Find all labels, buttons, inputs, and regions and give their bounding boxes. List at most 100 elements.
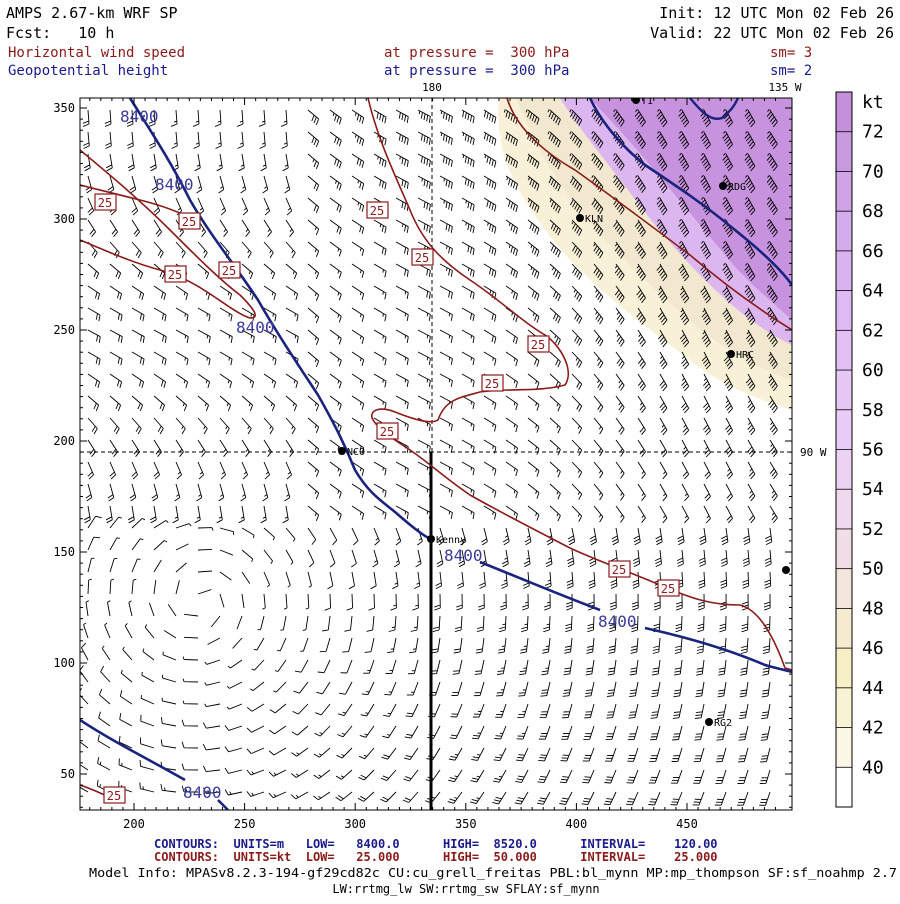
map-frame [79,97,793,811]
station-label: RG2 [714,718,732,729]
colorbar-swatch [836,171,852,212]
footer-model-info: Model Info: MPASv8.2.3-194-gf29cd82c CU:… [89,866,897,880]
colorbar-swatch [836,687,852,728]
colorbar-label: 48 [862,598,884,619]
height-contour-lower [479,560,601,612]
colorbar-label: 70 [862,161,884,182]
station-kenny: Kenny [427,535,466,546]
colorbar-label: 50 [862,559,884,580]
colorbar-swatch [836,131,852,172]
colorbar-label: 52 [862,519,884,540]
y-axis: 350 300 250 200 150 100 50 [53,101,792,808]
station-rdg: RDG [719,182,746,193]
colorbar-swatch [836,290,852,331]
station-marker [632,98,640,104]
speed-contour-label-box: 25 [94,193,117,211]
station-kln: KLN [576,214,603,225]
y-tick-label: 100 [53,656,75,670]
y-tick-label: 350 [53,101,75,115]
speed-contour-label: 25 [380,425,394,439]
x-tick-label: 300 [344,817,366,831]
colorbar-swatch [836,608,852,649]
lon-label-90w: 90 W [800,446,827,459]
speed-contour-label: 25 [222,264,236,278]
x-tick-label: 400 [566,817,588,831]
y-tick-label: 200 [53,434,75,448]
station-marker [427,535,435,543]
station-marker [338,447,346,455]
speed-contour-label-box: 25 [527,335,550,353]
colorbar-swatch [836,767,852,807]
x-tick-label: 350 [455,817,477,831]
y-tick-label: 300 [53,212,75,226]
colorbar-swatch [836,211,852,251]
speed-contour-label-box: 25 [164,265,187,283]
height-contour-bottom-left-2 [217,799,229,810]
colorbar-swatch [836,727,852,768]
speed-contour-label: 25 [98,196,112,210]
colorbar-label: 68 [862,201,884,222]
speed-contour-label-box: 25 [178,212,201,230]
height-contour-lower-right [644,626,792,674]
speed-contour-label-box: 25 [411,248,434,266]
colorbar-label: 60 [862,360,884,381]
speed-contour-label-box: 25 [103,786,126,804]
colorbar-label: 56 [862,440,884,461]
station-hrc: HRC [727,350,754,361]
station-label: HRC [736,350,754,361]
colorbar-label: 58 [862,400,884,421]
height-contour-label: 8400 [598,612,637,631]
lon-label-180: 180 [422,81,442,94]
y-tick-label: 50 [61,767,75,781]
title: AMPS 2.67-km WRF SP [6,4,178,22]
footer-contours-height: CONTOURS: UNITS=m LOW= 8400.0 HIGH= 8520… [154,837,718,851]
height-contour-top-right-small [689,98,740,120]
station-rg2: RG2 [705,718,732,729]
colorbar-label: 54 [862,479,884,500]
station-label: Kenny [436,535,466,546]
colorbar-swatch [836,409,852,450]
colorbar-swatch [836,489,852,529]
station-marker-edge [782,566,790,574]
station-marker [727,350,735,358]
colorbar-swatch [836,92,852,132]
y-tick-label: 250 [53,323,75,337]
height-contour-label: 8400 [236,318,275,337]
colorbar-label: 64 [862,281,884,302]
speed-contour-label-box: 25 [481,374,504,392]
speed-contour-label: 25 [612,563,626,577]
speed-contour-label: 25 [370,204,384,218]
speed-contour-label: 25 [485,377,499,391]
colorbar-label: 72 [862,122,884,143]
station-top: T1 [632,96,653,107]
station-label: NCO [347,447,365,458]
field1-smooth: sm= 3 [770,45,812,61]
speed-contour-label: 25 [168,268,182,282]
station-label: RDG [728,182,746,193]
speed-contour-label: 25 [182,215,196,229]
colorbar-swatch [836,648,852,688]
field1-name: Horizontal wind speed [8,45,185,61]
height-contour-label: 8400 [120,107,159,126]
colorbar-unit: kt [862,92,884,113]
colorbar-label: 46 [862,638,884,659]
colorbar-swatch [836,370,852,410]
station-marker [705,718,713,726]
speed-contour-label-box: 25 [218,261,241,279]
station-marker [719,182,727,190]
footer-contours-speed: CONTOURS: UNITS=kt LOW= 25.000 HIGH= 50.… [154,850,718,864]
colorbar-swatch [836,449,852,490]
speed-contour-label: 25 [531,338,545,352]
colorbar-swatch [836,528,852,569]
footer-model-info-2: LW:rrtmg_lw SW:rrtmg_sw SFLAY:sf_mynn [332,882,599,896]
x-axis: 200 250 300 350 400 450 [89,98,776,831]
valid-time: Valid: 22 UTC Mon 02 Feb 26 [650,24,894,42]
station-label: T1 [641,96,653,107]
field2-name: Geopotential height [8,63,168,79]
x-tick-label: 200 [123,817,145,831]
wind-speed-shading-core [560,98,792,320]
height-contour-bottom-left [80,718,186,782]
height-contour-label: 8400 [444,546,483,565]
